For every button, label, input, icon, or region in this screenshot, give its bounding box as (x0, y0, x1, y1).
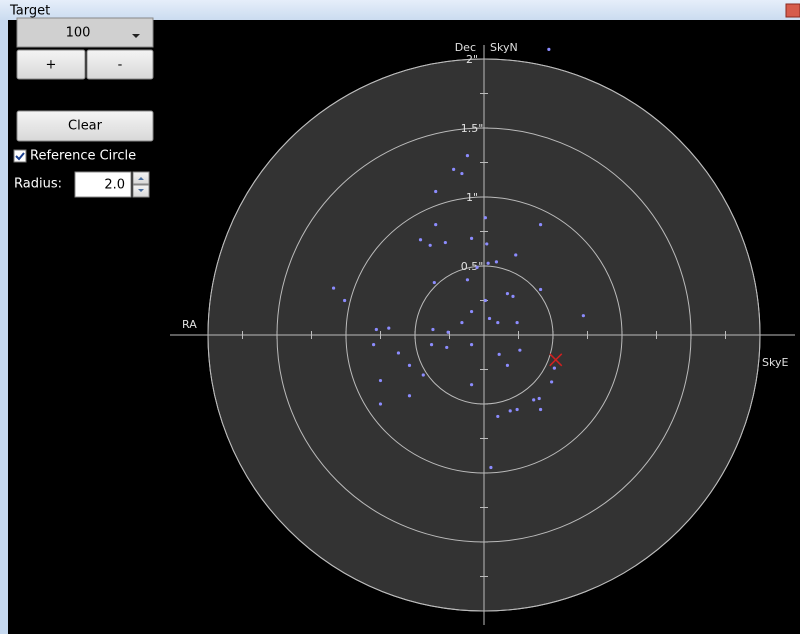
minus-button[interactable] (86, 49, 154, 80)
data-point (443, 240, 447, 245)
axis-label: RA (182, 318, 197, 331)
data-point (485, 242, 489, 246)
data-point (469, 383, 474, 387)
data-point (469, 236, 474, 240)
data-point (460, 320, 464, 325)
data-point (511, 294, 515, 298)
data-point (538, 407, 543, 412)
data-point (486, 261, 490, 265)
data-point (505, 292, 510, 296)
data-point (460, 171, 464, 176)
axis-label: Dec (455, 41, 476, 54)
checkbox-label: Reference Circle (30, 149, 136, 164)
data-point (432, 280, 436, 285)
spin-arrows (138, 177, 144, 192)
data-point (496, 320, 500, 325)
ring-label: 1" (466, 191, 478, 204)
data-point (378, 378, 383, 383)
data-point (331, 286, 336, 290)
data-point (387, 326, 391, 330)
data-point (343, 298, 347, 303)
data-point (550, 380, 554, 384)
dropdown[interactable] (16, 17, 154, 48)
data-point (446, 330, 450, 334)
ring-label: 1.5" (461, 122, 484, 135)
radius-input[interactable] (74, 171, 132, 198)
data-point (469, 309, 474, 314)
data-point (469, 343, 474, 347)
ring-label: 2" (466, 53, 478, 66)
data-point (421, 373, 425, 377)
data-point (418, 238, 423, 242)
data-point (514, 253, 518, 257)
data-point (429, 343, 434, 347)
data-point (431, 327, 435, 332)
data-point (487, 316, 492, 321)
data-point (483, 298, 487, 303)
checkbox[interactable] (13, 149, 27, 163)
clear-label: Clear (68, 119, 103, 134)
data-point (374, 327, 378, 332)
data-point (465, 154, 470, 158)
target-marker (549, 353, 563, 367)
data-point (407, 363, 412, 367)
data-point (475, 265, 479, 269)
data-point (508, 409, 512, 413)
data-point (489, 465, 493, 470)
radius-label: Radius: (14, 177, 62, 192)
dropdown-value: 100 (66, 26, 91, 41)
data-point (494, 260, 499, 264)
data-point (497, 352, 501, 356)
dropdown-arrow (132, 34, 140, 38)
data-point (428, 243, 432, 247)
axis-label: SkyE (762, 356, 788, 369)
title-bar (0, 0, 800, 20)
window-title: Target (9, 4, 50, 19)
data-point (407, 394, 412, 398)
data-point (537, 396, 541, 401)
plus-button[interactable] (16, 49, 86, 80)
data-point (396, 351, 401, 355)
axis-label: SkyN (490, 41, 518, 54)
data-point (378, 402, 383, 406)
data-point (518, 348, 522, 352)
data-point (434, 223, 438, 227)
ring-label: 0.5" (461, 260, 484, 273)
data-point (445, 345, 449, 350)
data-point (552, 366, 556, 370)
data-point (483, 216, 487, 220)
data-point (465, 278, 470, 282)
data-point (538, 287, 543, 292)
data-point (505, 363, 510, 367)
plus-label: + (46, 58, 57, 73)
minus-label: - (118, 58, 123, 73)
close-button[interactable] (785, 3, 800, 18)
data-point (434, 189, 438, 194)
data-point (547, 47, 551, 51)
data-point (532, 398, 536, 402)
checkbox-check (15, 152, 25, 161)
data-point (581, 314, 585, 318)
data-point (452, 167, 456, 171)
data-point (372, 343, 376, 347)
data-point (496, 414, 500, 419)
data-point (515, 320, 519, 325)
plot: 0.5" 1" 1.5" 2"Dec SkyN RA SkyE (170, 41, 795, 625)
radius-value: 2.0 (104, 178, 125, 193)
clear-button[interactable] (16, 110, 154, 142)
data-point (515, 407, 519, 412)
data-point (538, 223, 543, 227)
